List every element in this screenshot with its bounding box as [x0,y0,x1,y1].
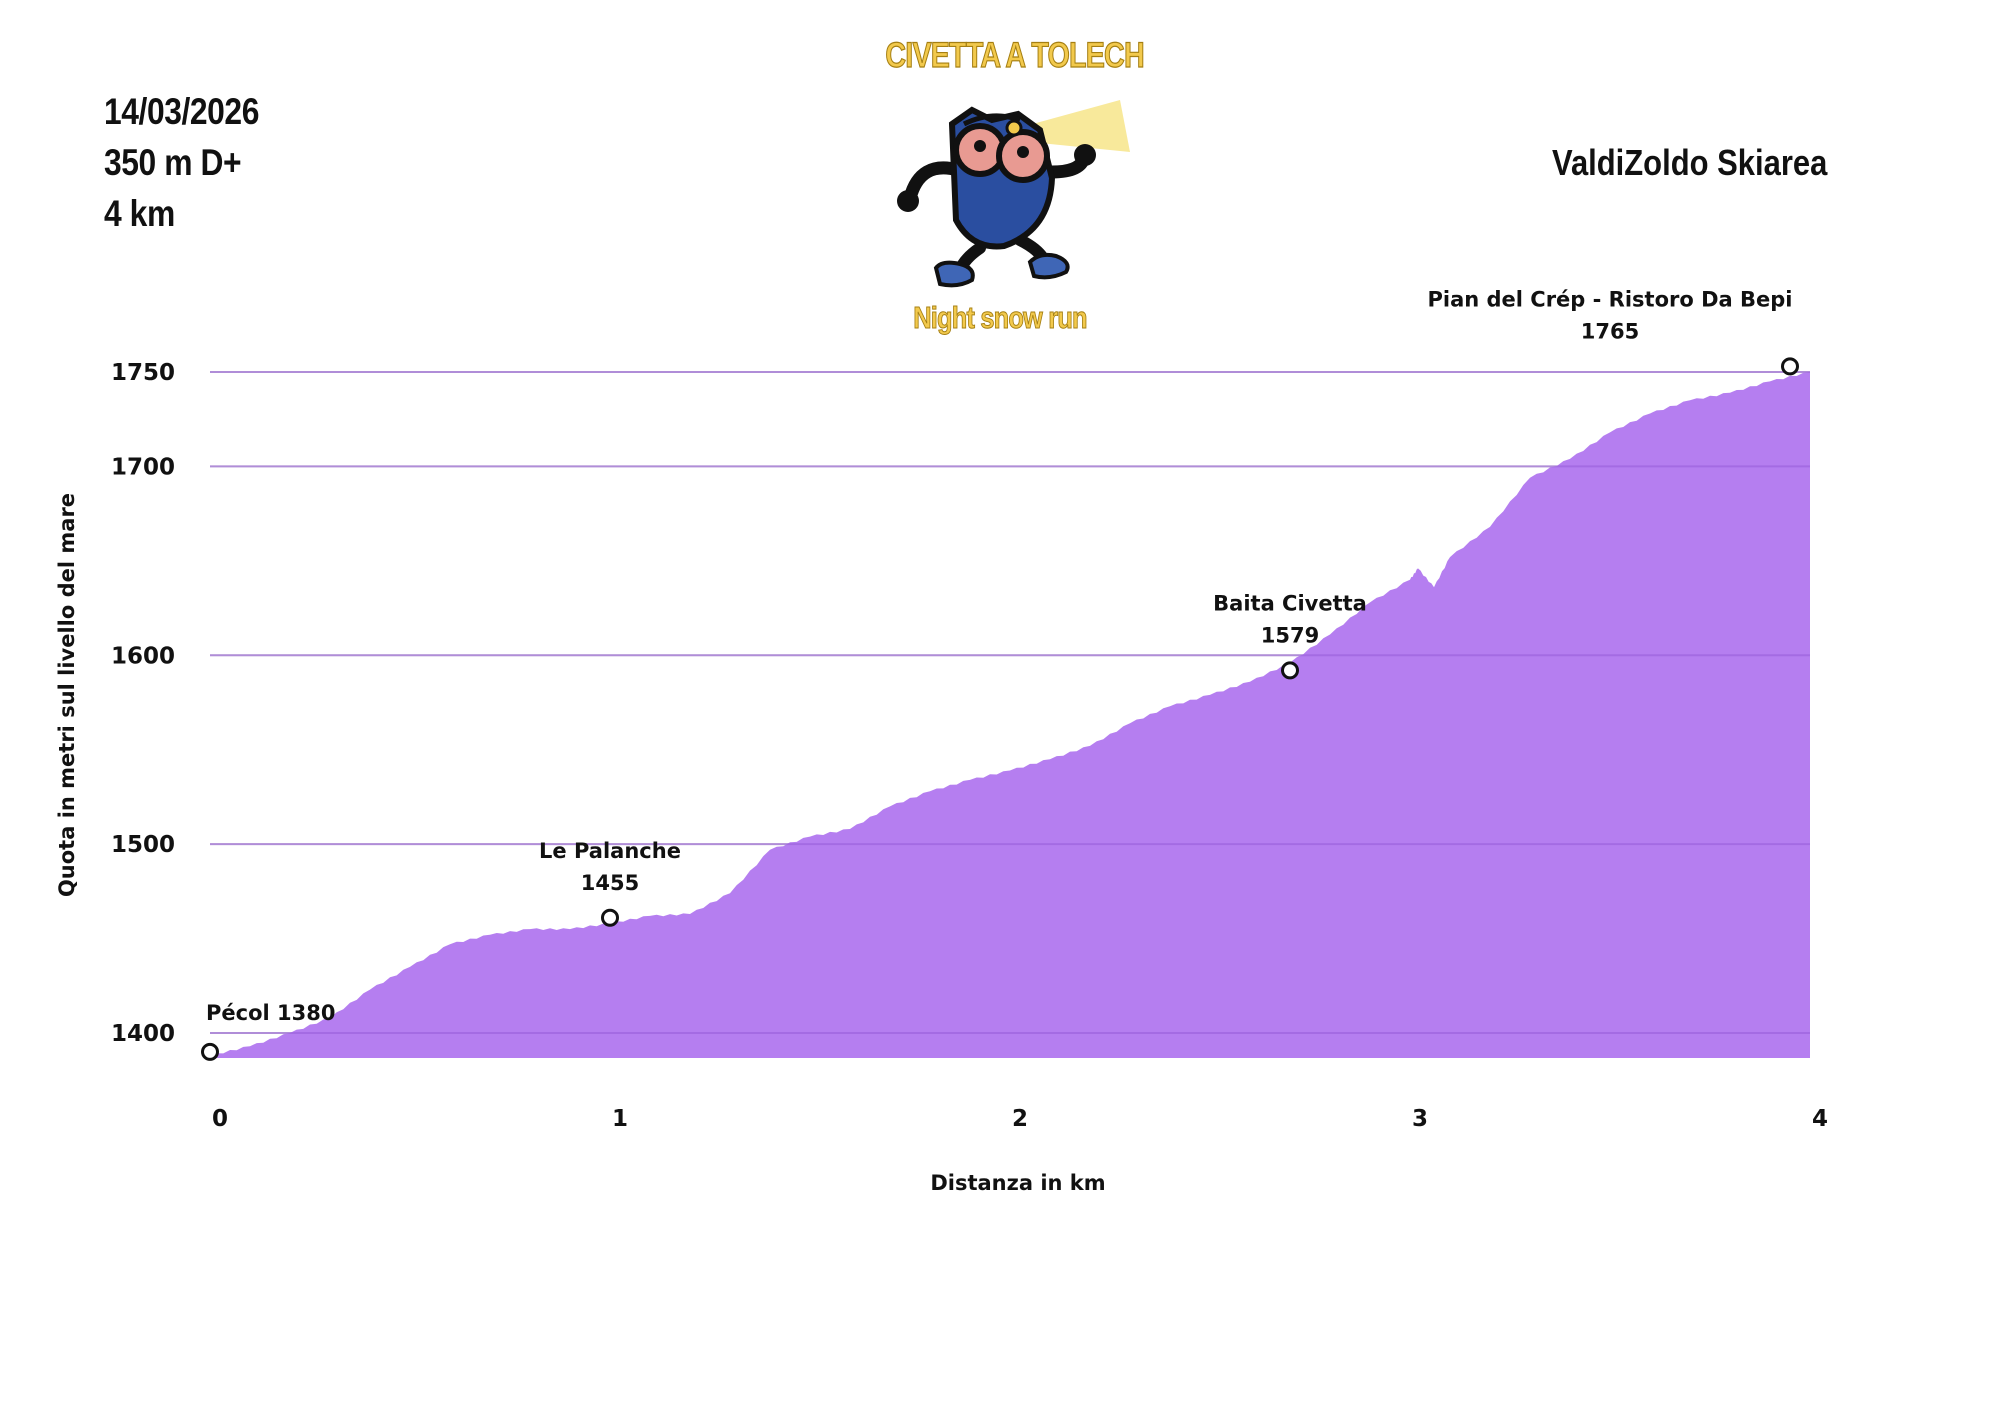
waypoints: Pécol 1380 Le Palanche 1455 Baita Civetta 15… [201,287,1799,1061]
waypoint-elevation: 1579 [1261,623,1319,647]
event-info: 14/03/2026 350 m D+ 4 km [104,86,259,239]
venue-name: ValdiZoldo Skiarea [1552,142,1828,183]
x-tick-label: 2 [1012,1106,1028,1132]
y-tick-label: 1400 [111,1021,175,1047]
waypoint-label: Pécol 1380 [206,1001,335,1025]
y-tick-label: 1700 [111,454,175,480]
waypoint-marker [601,908,619,927]
waypoint-marker [201,1042,219,1061]
x-axis-title: Distanza in km [930,1171,1105,1195]
waypoint-name: Le Palanche [539,839,681,863]
y-axis-title: Quota in metri sul livello del mare [55,493,79,897]
x-tick-label: 4 [1812,1106,1828,1132]
event-date: 14/03/2026 [104,91,259,132]
y-tick-labels: 1400 1500 1600 1700 1750 [111,360,175,1047]
waypoint-elevation: 1455 [581,871,639,895]
event-logo-subtitle: Night snow run [913,300,1088,336]
x-tick-label: 0 [212,1106,228,1132]
x-tick-label: 1 [612,1106,628,1132]
race-distance: 4 km [104,193,175,234]
y-tick-label: 1500 [111,832,175,858]
waypoint-name: Pian del Crép - Ristoro Da Bepi [1427,287,1792,311]
owl-runner-headlamp-icon [897,100,1130,288]
waypoint-marker [1281,661,1299,680]
waypoint-elevation: 1765 [1581,319,1639,343]
waypoint-name: Baita Civetta [1213,591,1367,615]
waypoint-marker [1781,357,1799,376]
y-tick-label: 1750 [111,360,175,386]
y-tick-label: 1600 [111,643,175,669]
x-tick-labels: 0 1 2 3 4 [212,1106,1828,1132]
elevation-gain: 350 m D+ [104,142,242,183]
x-tick-label: 3 [1412,1106,1428,1132]
elevation-area [210,372,1810,1058]
